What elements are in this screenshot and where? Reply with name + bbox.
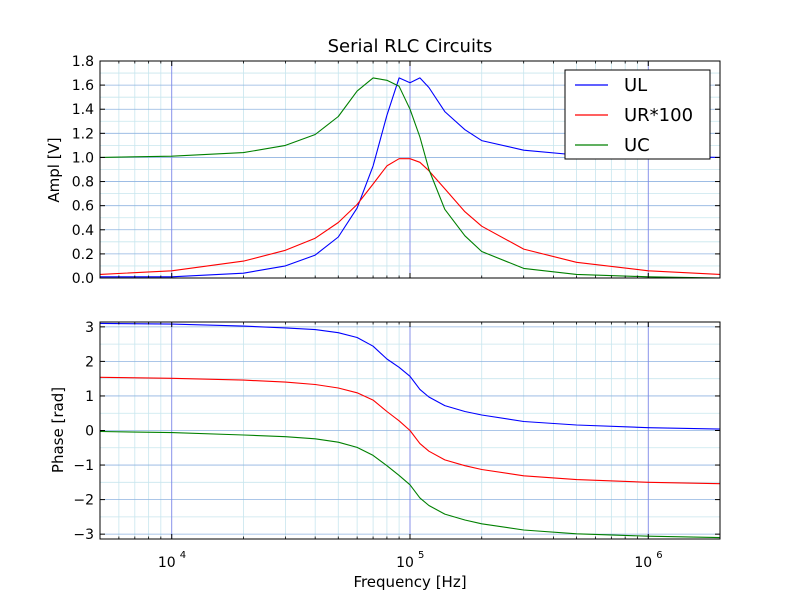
y-tick-label: 1 [85, 389, 94, 405]
x-axis-label: Frequency [Hz] [353, 573, 466, 591]
y-tick-label: 3 [85, 320, 94, 336]
y-tick-label: 0.6 [72, 199, 94, 215]
y-tick-label: −2 [73, 493, 94, 509]
y-tick-label: 0.0 [72, 271, 94, 287]
amplitude-y-axis-label: Ampl [V] [45, 137, 63, 202]
chart-title: Serial RLC Circuits [328, 36, 493, 57]
amplitude-ticks: 0.0 0.2 0.4 0.6 0.8 1.0 1.2 1.4 1.6 1.8 [72, 54, 720, 287]
series-line-2 [99, 77, 721, 279]
amplitude-series-lines [99, 77, 721, 279]
y-tick-label: 0.2 [72, 247, 94, 263]
y-tick-label: −3 [73, 527, 94, 543]
x-tick-label-exponent: 4 [180, 550, 186, 561]
series-line-1 [99, 376, 721, 485]
series-line-0 [99, 322, 721, 430]
y-tick-label: 1.0 [72, 150, 94, 166]
y-tick-label: 0.4 [72, 223, 94, 239]
phase-ticks: −3 −2 −1 0 1 2 3 10 4 10 5 10 6 [73, 320, 720, 571]
legend-label-ur100: UR*100 [624, 105, 693, 126]
y-tick-label: 1.6 [72, 78, 94, 94]
phase-series-lines [99, 322, 721, 539]
x-tick-label: 10 [158, 555, 176, 571]
series-line-2 [99, 430, 721, 539]
y-tick-label: 1.4 [72, 102, 94, 118]
y-tick-label: 2 [85, 354, 94, 370]
y-tick-label: 0.8 [72, 175, 94, 191]
series-line-1 [99, 158, 721, 275]
amplitude-panel: 0.0 0.2 0.4 0.6 0.8 1.0 1.2 1.4 1.6 1.8 Serial RL… [45, 36, 721, 287]
phase-y-axis-label: Phase [rad] [49, 387, 67, 473]
x-tick-label: 10 [634, 555, 652, 571]
y-tick-label: 1.2 [72, 126, 94, 142]
y-tick-label: −1 [73, 458, 94, 474]
legend: UL UR*100 UC [564, 69, 711, 160]
x-tick-label: 10 [396, 555, 414, 571]
series-line-0 [100, 77, 721, 278]
phase-panel: −3 −2 −1 0 1 2 3 10 4 10 5 10 6 Phase [rad] Frequenc… [49, 320, 721, 591]
x-tick-label-exponent: 5 [418, 550, 424, 561]
legend-label-uc: UC [624, 135, 650, 156]
y-tick-label: 1.8 [72, 54, 94, 70]
y-tick-label: 0 [85, 424, 94, 440]
legend-label-ul: UL [624, 75, 647, 96]
x-tick-label-exponent: 6 [656, 550, 662, 561]
